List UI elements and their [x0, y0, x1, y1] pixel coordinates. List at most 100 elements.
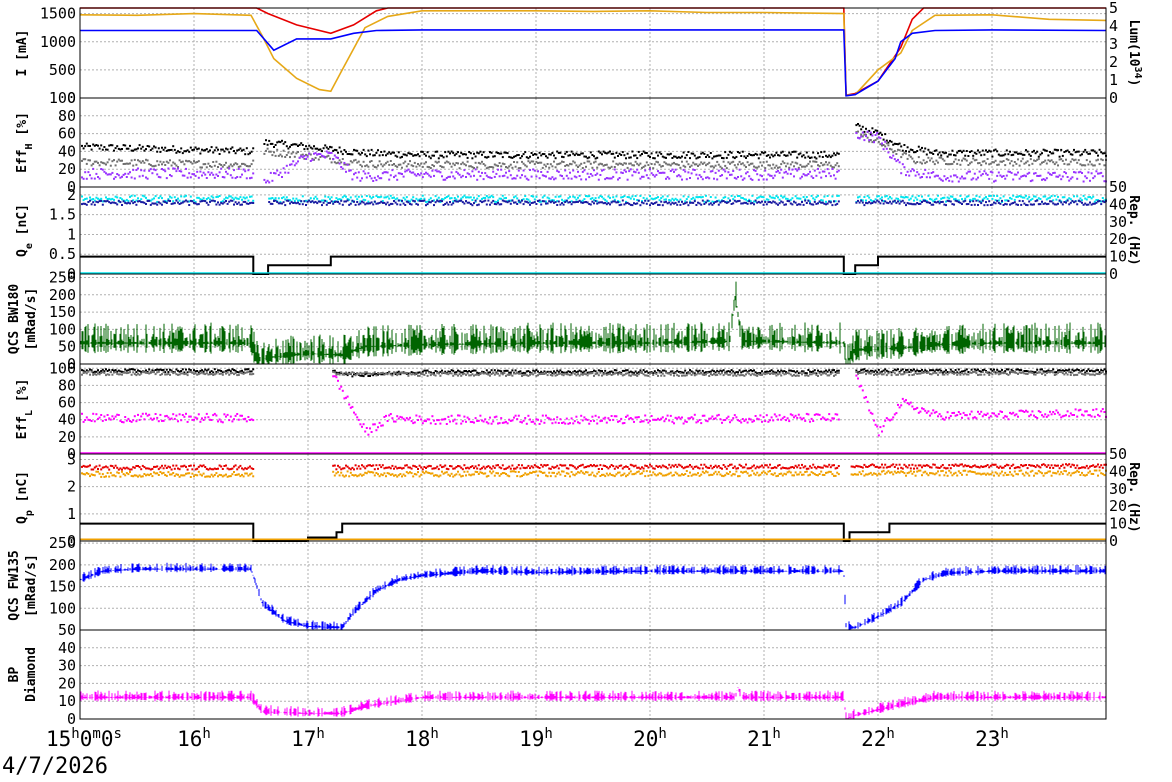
series-gray-point — [865, 373, 867, 376]
series-gray-point — [541, 373, 544, 375]
series-purple-point — [788, 168, 791, 171]
series-gray-point — [794, 374, 797, 377]
series-gray-point — [426, 374, 429, 377]
series-magenta-point — [916, 406, 919, 409]
series-black-point — [703, 152, 706, 155]
y-axis-label: I [mA] — [15, 30, 30, 77]
series-magenta-point — [252, 419, 255, 422]
series-gray-point — [879, 143, 882, 146]
series-cyan-point — [620, 196, 623, 199]
series-navy-point — [479, 200, 482, 203]
series-black-point — [653, 157, 656, 160]
series-gray-point — [116, 160, 119, 163]
series-purple-point — [209, 173, 211, 176]
series-navy-point — [671, 201, 674, 204]
series-black-point — [741, 150, 744, 153]
series-purple-point — [805, 174, 808, 177]
series-navy-point — [281, 202, 283, 205]
series-gray-point — [130, 373, 133, 376]
series-magenta-point — [836, 413, 839, 416]
series-magenta-point — [386, 420, 389, 422]
series-gray-point — [549, 163, 552, 166]
series-black-point — [156, 368, 159, 371]
series-gray-point — [834, 164, 837, 167]
series-magenta-point — [410, 420, 413, 423]
series-gray-point — [898, 149, 901, 152]
series-gray-point — [220, 164, 223, 166]
series-magenta-point — [685, 420, 688, 423]
series-magenta-point — [529, 418, 531, 421]
series-black-point — [1081, 153, 1083, 156]
series-gray-point — [380, 372, 383, 374]
series-gray-point — [953, 372, 955, 375]
series-magenta-point — [140, 415, 143, 418]
series-magenta-point — [820, 418, 823, 420]
series-cyan-point — [943, 196, 946, 199]
series-navy-point — [751, 201, 754, 204]
series-purple-point — [618, 177, 621, 179]
series-purple-point — [685, 178, 688, 181]
series-black-point — [1060, 148, 1063, 151]
series-gray-point — [527, 374, 530, 377]
series-navy-point — [97, 201, 99, 204]
series-gray-point — [205, 372, 208, 375]
series-gray-point — [903, 372, 906, 375]
series-black-point — [612, 152, 615, 155]
series-black-point — [250, 150, 253, 153]
series-gray-point — [978, 373, 981, 376]
series-cyan-point — [617, 200, 619, 203]
series-black-point — [228, 369, 231, 372]
series-gray-point — [420, 371, 423, 374]
series-black-point — [729, 370, 731, 373]
series-cyan-point — [437, 196, 440, 199]
series-black-point — [469, 371, 472, 373]
series-gray-point — [127, 371, 130, 374]
series-cyan-point — [929, 197, 931, 200]
series-black-point — [908, 150, 911, 153]
series-black-point — [946, 371, 949, 373]
series-black-point — [812, 151, 815, 154]
series-black-point — [127, 147, 130, 150]
series-black-point — [1085, 370, 1088, 372]
series-black-point — [657, 369, 659, 372]
series-gray-point — [202, 372, 205, 375]
series-black-point — [113, 369, 115, 372]
series-navy-point — [1012, 202, 1015, 204]
series-purple-point — [268, 181, 271, 184]
series-navy-point — [482, 200, 485, 203]
series-navy-point — [466, 201, 469, 204]
series-magenta-point — [860, 384, 863, 387]
series-gray-point — [1049, 371, 1051, 374]
series-black-point — [1068, 151, 1071, 154]
series-navy-point — [807, 199, 810, 202]
series-purple-point — [746, 171, 749, 174]
series-gray-point — [111, 160, 114, 163]
series-navy-point — [362, 201, 365, 204]
series-magenta-point — [1071, 414, 1074, 416]
series-gray-point — [570, 373, 573, 376]
series-purple-point — [773, 174, 776, 177]
series-black-point — [1061, 369, 1064, 372]
series-purple-point — [631, 174, 634, 177]
series-cyan-point — [133, 194, 136, 197]
series-gray-point — [1029, 158, 1032, 161]
series-navy-point — [938, 202, 941, 205]
series-black-point — [289, 145, 291, 148]
series-purple-point — [698, 174, 701, 177]
series-navy-point — [946, 199, 949, 202]
series-magenta-point — [713, 417, 715, 420]
series-gray-point — [677, 164, 680, 166]
series-purple-point — [701, 178, 704, 181]
series-gray-point — [391, 164, 394, 166]
series-magenta-point — [404, 419, 407, 422]
series-magenta-point — [639, 420, 642, 423]
series-black-point — [89, 368, 91, 371]
series-gray-point — [722, 160, 725, 163]
series-gray-point — [393, 371, 395, 374]
series-gray-point — [1089, 160, 1091, 163]
series-cyan-point — [425, 200, 427, 203]
series-black-point — [1095, 369, 1098, 372]
series-cyan-point — [492, 196, 495, 199]
series-gray-point — [812, 160, 815, 163]
series-cyan-point — [556, 200, 559, 203]
